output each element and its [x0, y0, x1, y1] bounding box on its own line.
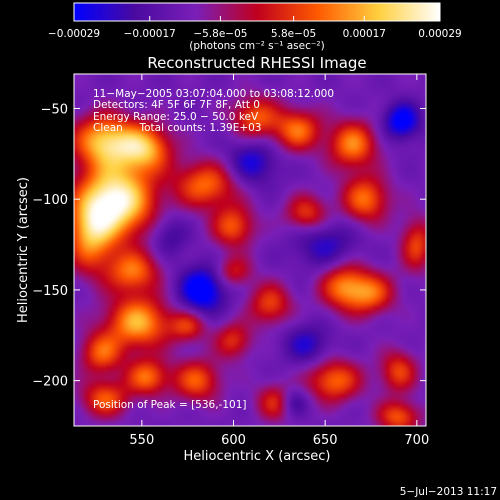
colorbar: [73, 2, 441, 22]
x-axis-ticks: 550 600 650 700: [129, 74, 429, 448]
x-axis-tick-label: 700: [404, 433, 429, 448]
y-axis-ticks: −50 −100 −150 −200: [32, 102, 426, 390]
plot-timestamp: 5−Jul−2013 11:17: [400, 486, 497, 498]
x-axis-tick-label: 550: [129, 433, 154, 448]
colorbar-tick-label: −5.8e−05: [193, 28, 247, 40]
colorbar-tick-label: −0.00029: [48, 28, 100, 40]
colorbar-tick-label: −0.00017: [124, 28, 176, 40]
heatmap-image: [74, 74, 426, 426]
colorbar-tick-label: 0.00029: [418, 28, 461, 40]
y-axis-tick-label: −200: [32, 375, 68, 390]
colorbar-ticks: −0.00029 −0.00017 −5.8e−05 5.8e−05 0.00017 0.…: [48, 16, 462, 40]
y-axis-label: Heliocentric Y (arcsec): [16, 177, 31, 323]
annotation-clean-counts: Clean Total counts: 1.39E+03: [93, 122, 262, 134]
annotation-time-range: 11−May−2005 03:07:04.000 to 03:08:12.000: [93, 88, 334, 100]
plot-frame: [73, 73, 427, 427]
heatmap-raster: [74, 74, 426, 426]
x-axis-tick-label: 650: [313, 433, 338, 448]
x-axis-tick-label: 600: [221, 433, 246, 448]
annotation-detectors: Detectors: 4F 5F 6F 7F 8F, Att 0: [93, 99, 260, 111]
x-axis-label: Heliocentric X (arcsec): [184, 449, 331, 464]
y-axis-tick-label: −50: [41, 102, 68, 117]
colorbar-label: (photons cm⁻² s⁻¹ asec⁻²): [189, 40, 324, 52]
colorbar-tick-label: 5.8e−05: [271, 28, 316, 40]
y-axis-tick-label: −100: [32, 193, 68, 208]
chart-title: Reconstructed RHESSI Image: [147, 54, 366, 72]
colorbar-tick-label: 0.00017: [343, 28, 386, 40]
annotation-peak-position: Position of Peak = [536,-101]: [93, 399, 247, 411]
annotation-energy-range: Energy Range: 25.0 − 50.0 keV: [93, 111, 259, 123]
y-axis-tick-label: −150: [32, 284, 68, 299]
